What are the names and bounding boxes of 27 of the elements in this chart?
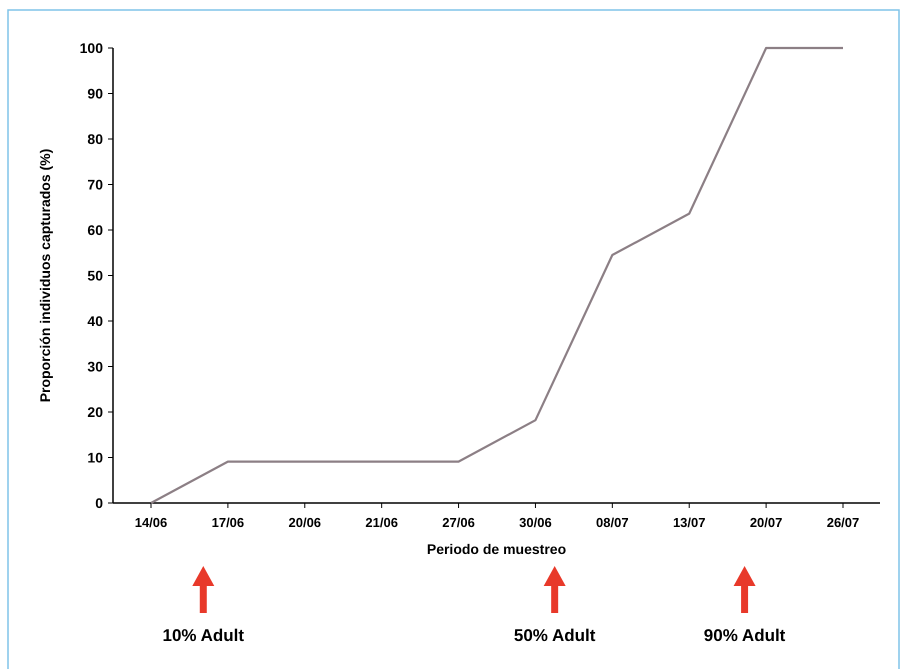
y-tick-label: 80 bbox=[87, 130, 104, 147]
y-tick-label: 20 bbox=[87, 404, 104, 420]
y-tick-label: 10 bbox=[87, 449, 104, 466]
y-tick-label: 40 bbox=[87, 312, 104, 329]
x-tick-label: 08/07 bbox=[596, 515, 629, 530]
y-tick-label: 70 bbox=[87, 176, 104, 192]
x-tick-label: 21/06 bbox=[365, 515, 398, 530]
y-tick-label: 50 bbox=[87, 267, 104, 284]
x-axis-title: Periodo de muestreo bbox=[426, 541, 566, 557]
line-series bbox=[150, 46, 844, 504]
x-tick-label: 26/07 bbox=[826, 515, 860, 530]
text: 90% Adult bbox=[704, 626, 786, 645]
text: 10% Adult bbox=[162, 626, 244, 645]
x-tick-label: 13/07 bbox=[672, 515, 706, 530]
y-tick-label: 90 bbox=[87, 85, 104, 102]
text: 50% Adult bbox=[514, 626, 596, 645]
x-tick-label: 20/06 bbox=[288, 515, 322, 530]
y-axis-title: Proporción individuos capturados (%) bbox=[37, 148, 53, 402]
y-tick-label: 0 bbox=[95, 494, 104, 511]
y-tick-label: 30 bbox=[87, 358, 104, 374]
x-tick-label: 20/07 bbox=[750, 515, 782, 530]
x-tick-label: 17/06 bbox=[212, 515, 244, 530]
x-tick-label: 30/06 bbox=[519, 515, 552, 530]
y-tick-label: 100 bbox=[80, 40, 104, 56]
y-tick-label: 60 bbox=[87, 222, 104, 238]
x-tick-label: 14/06 bbox=[134, 515, 168, 530]
x-tick-label: 27/06 bbox=[442, 515, 475, 530]
